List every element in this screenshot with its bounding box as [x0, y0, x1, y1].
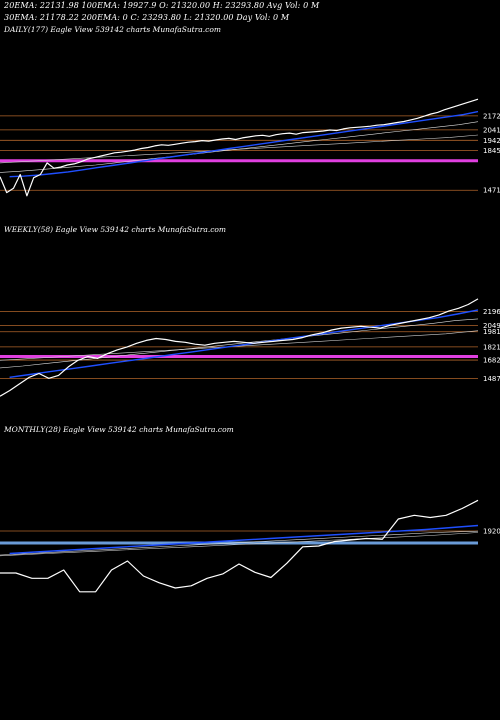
daily-chart-title: DAILY(177) Eagle View 539142 charts Muna…: [4, 25, 221, 34]
weekly-level-label-4: 16826: [483, 357, 500, 365]
monthly-ema30-line: [0, 530, 479, 556]
weekly-chart-title: WEEKLY(58) Eagle View 539142 charts Muna…: [4, 225, 227, 234]
monthly-price-line: [0, 499, 479, 593]
weekly-price-line: [0, 298, 479, 397]
header-line-2: 30EMA: 21178.22 200EMA: 0 C: 23293.80 L:…: [4, 13, 290, 22]
header-line-1: 20EMA: 22131.98 100EMA: 19927.9 O: 21320…: [4, 1, 320, 10]
weekly-level-label-3: 18216: [483, 343, 500, 351]
weekly-ema100-line: [0, 330, 479, 361]
weekly-level-label-5: 14874: [483, 375, 500, 383]
monthly-ema20-line: [9, 524, 479, 555]
weekly-level-label-0: 21961: [483, 308, 500, 316]
monthly-chart-title: MONTHLY(28) Eagle View 539142 charts Mun…: [4, 425, 234, 434]
daily-level-label-3: 18455: [483, 147, 500, 155]
daily-ema20-line: [9, 110, 479, 178]
daily-ema30-line: [0, 121, 479, 173]
monthly-ema100-line: [0, 532, 479, 557]
daily-level-label-2: 19425: [483, 137, 500, 145]
weekly-level-label-1: 20490: [483, 322, 500, 330]
daily-level-label-0: 21724: [483, 112, 500, 120]
daily-level-label-4: 14719: [483, 187, 500, 195]
weekly-level-label-2: 19819: [483, 328, 500, 336]
monthly-level-label-0: 1920: [483, 528, 500, 536]
daily-price-line: [0, 98, 479, 197]
